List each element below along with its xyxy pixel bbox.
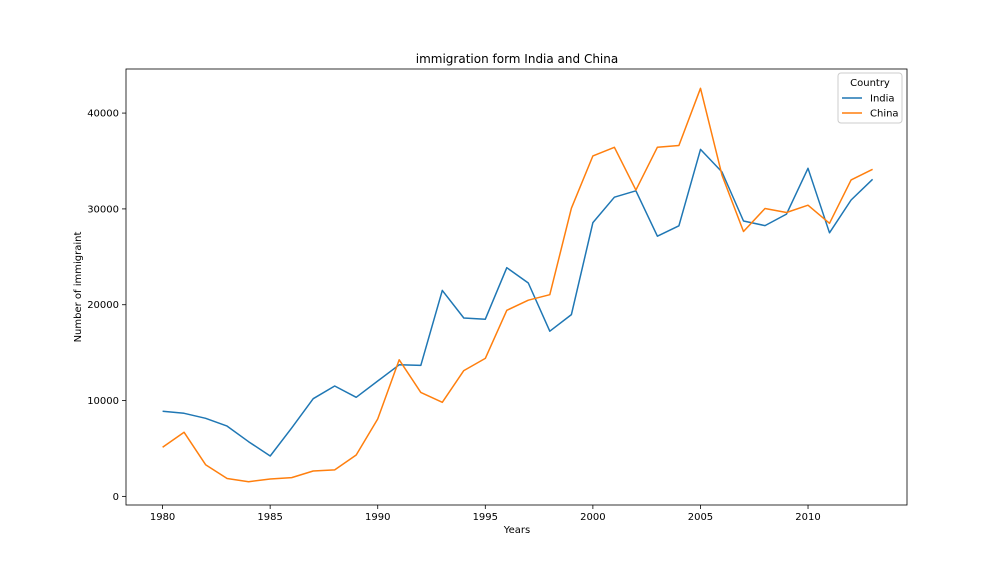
x-tick-label: 1985	[257, 512, 282, 523]
x-tick-label: 2000	[580, 512, 605, 523]
x-tick-label: 2005	[688, 512, 713, 523]
legend-label-india: India	[870, 94, 895, 105]
y-tick-label: 10000	[87, 396, 119, 407]
axes-layer: 1980 1985 1990 1995 2000 2005 2010 0 10000 20000 3…	[87, 68, 908, 523]
x-tick-label: 1980	[150, 512, 175, 523]
x-tick-label: 1990	[365, 512, 390, 523]
x-tick-label: 1995	[473, 512, 498, 523]
legend-frame	[837, 72, 903, 124]
series-line-china	[162, 87, 873, 483]
plot-frame	[125, 68, 908, 506]
y-axis-label: Number of immigraint	[73, 232, 84, 343]
legend-entries: India China	[842, 94, 899, 120]
y-tick-label: 0	[113, 492, 119, 503]
x-tick-label: 2010	[795, 512, 820, 523]
y-tick-label: 40000	[87, 109, 119, 120]
series-layer	[162, 87, 874, 483]
y-tick-label: 30000	[87, 204, 119, 215]
legend-label-china: China	[870, 109, 899, 120]
chart-title: immigration form India and China	[416, 52, 618, 66]
x-axis-label: Years	[503, 525, 530, 536]
y-tick-label: 20000	[87, 300, 119, 311]
legend: Country India China	[837, 72, 903, 124]
series-line-india	[162, 148, 874, 457]
legend-title: Country	[850, 78, 890, 89]
